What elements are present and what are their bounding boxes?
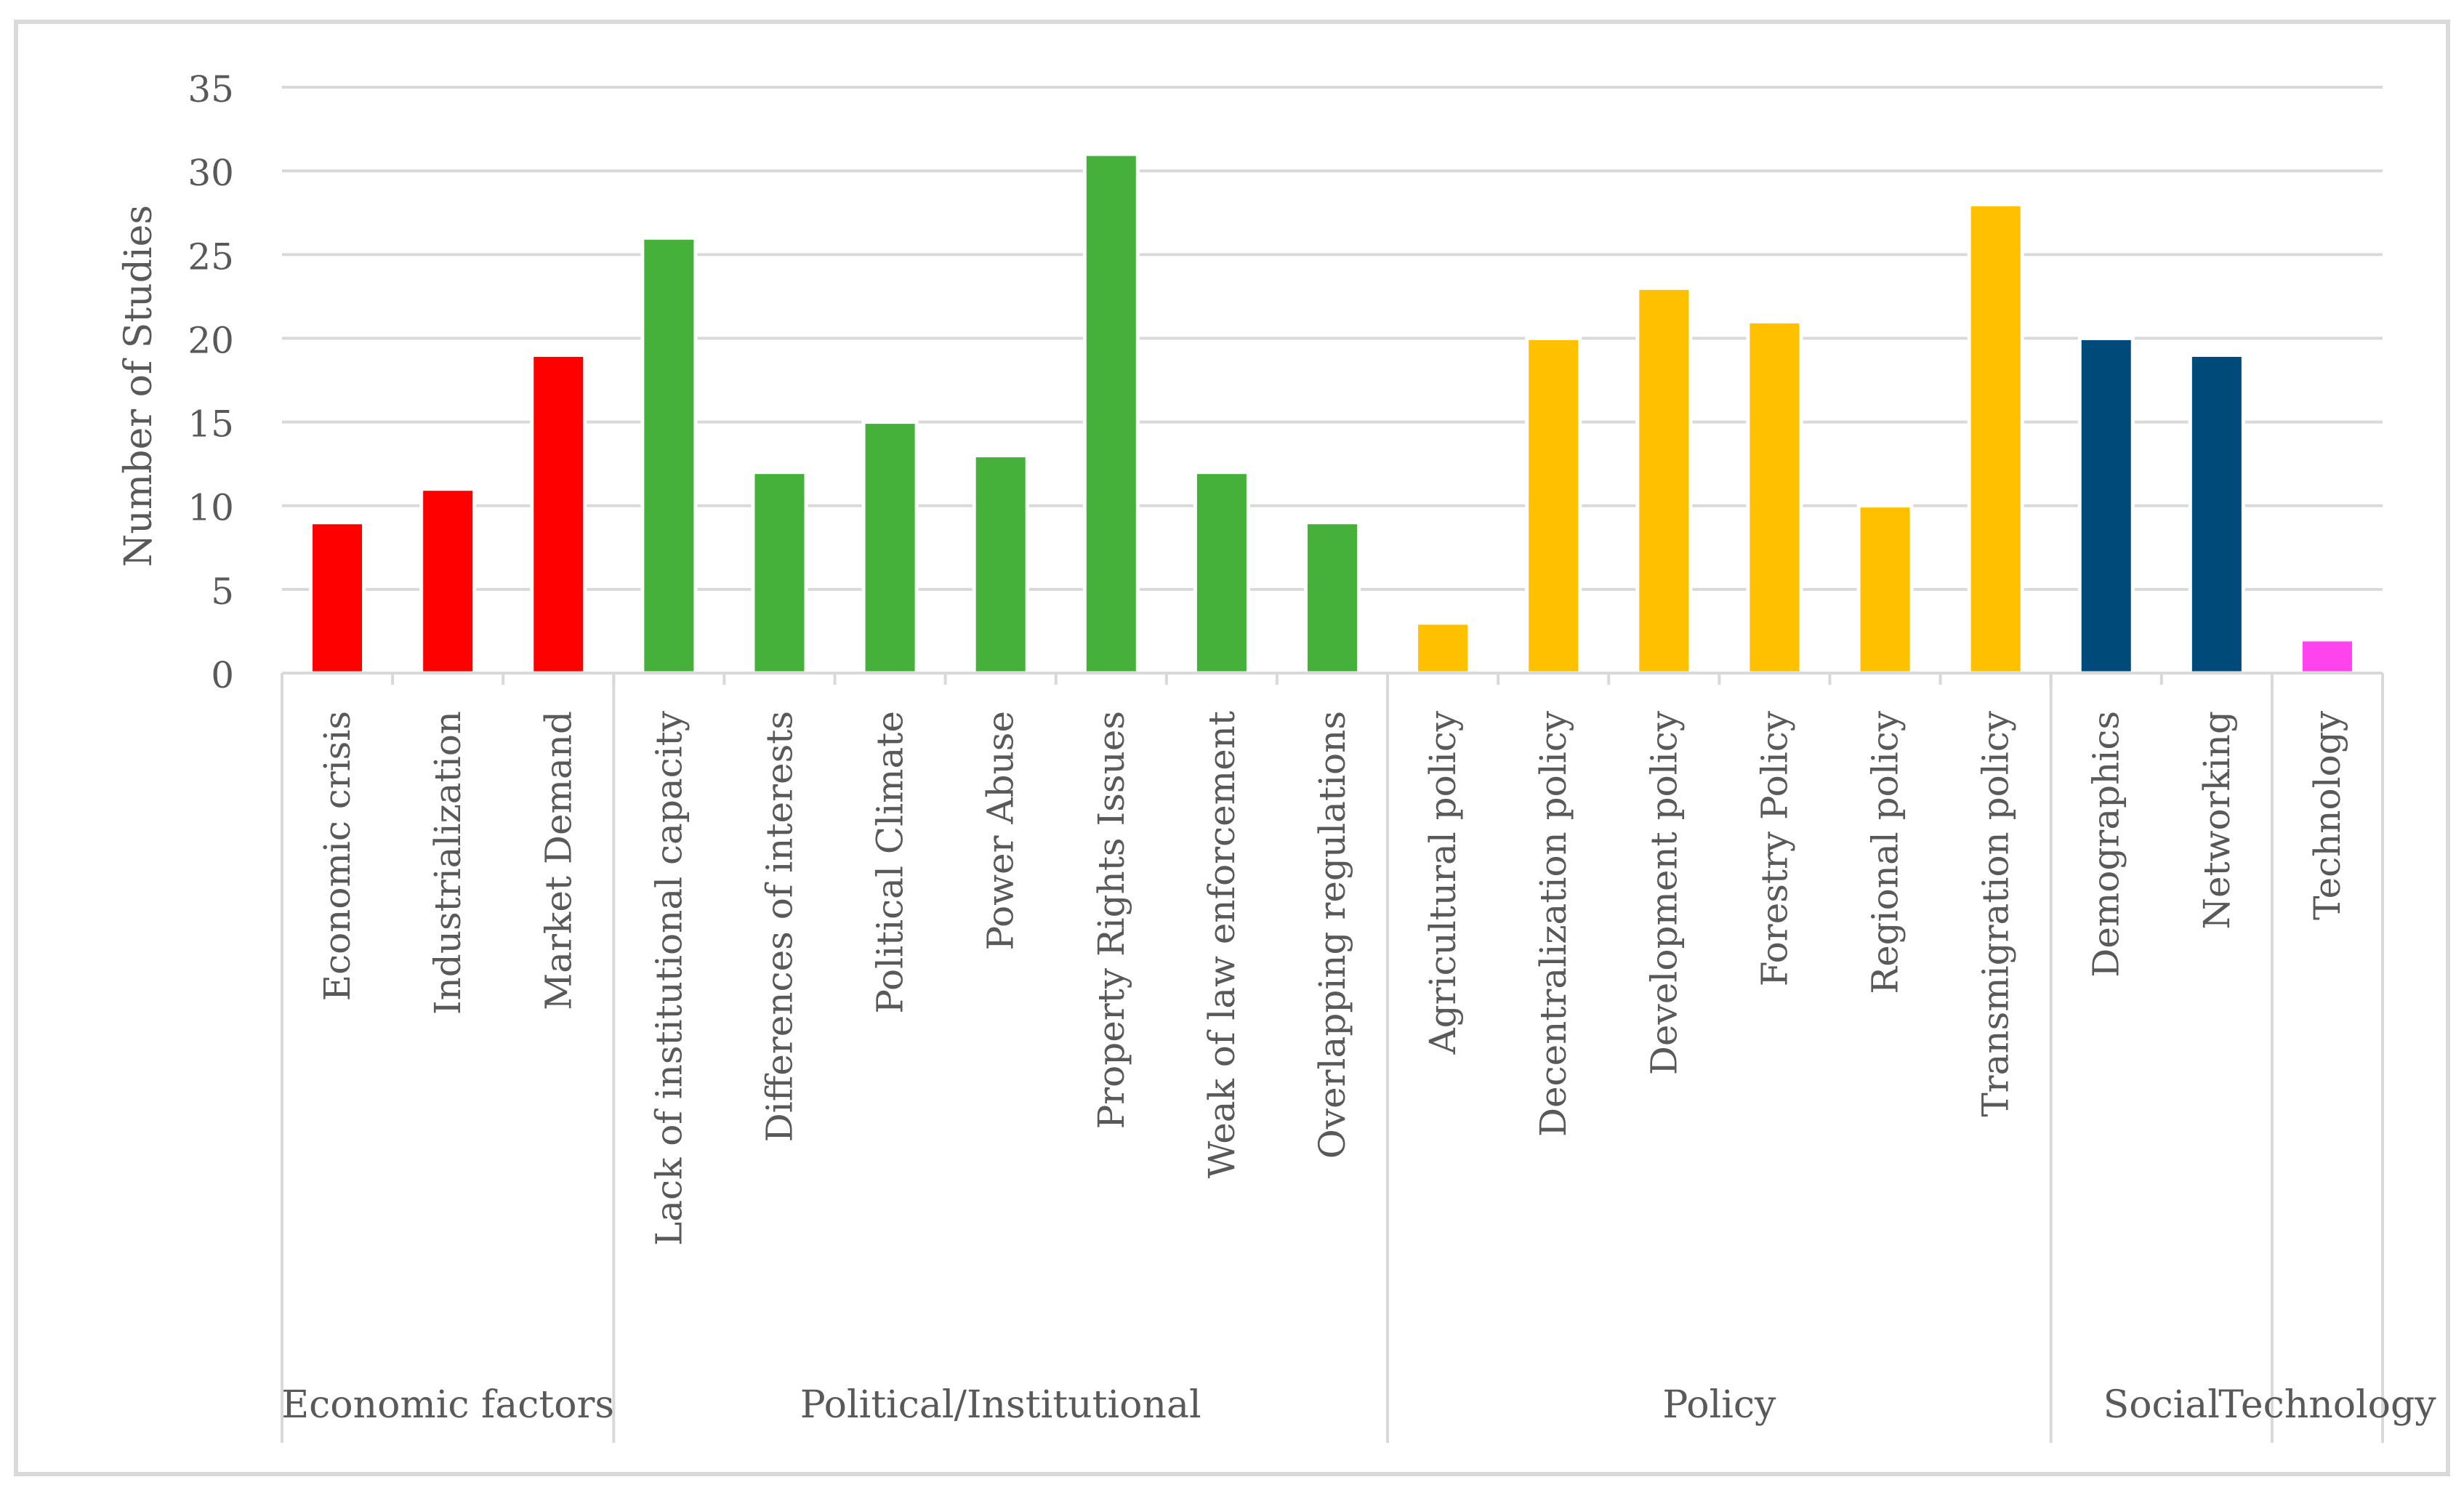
y-tick-label: 30 xyxy=(188,152,234,194)
y-tick-label: 20 xyxy=(188,319,234,361)
y-tick-label: 15 xyxy=(188,403,234,446)
bar xyxy=(1082,152,1140,675)
labels: 0 5 10 15 20 25 30 35 Number of Studies Economic … xyxy=(117,68,2436,1427)
category-label: Property Rights Issues xyxy=(1090,711,1132,1129)
category-label: Networking xyxy=(2196,711,2238,930)
bar xyxy=(2298,637,2356,675)
category-label: Overlapping regulations xyxy=(1311,711,1353,1159)
group-label: Political/Institutional xyxy=(800,1383,1201,1427)
bar xyxy=(861,420,919,675)
bar xyxy=(1525,336,1582,675)
bar xyxy=(309,520,366,675)
bar xyxy=(1856,504,1914,675)
bar xyxy=(972,454,1029,675)
group-label: Economic factors xyxy=(281,1383,614,1427)
category-label: Power Abuse xyxy=(980,711,1022,950)
category-label: Differences of interests xyxy=(758,711,800,1142)
bar xyxy=(1746,319,1803,675)
bar xyxy=(1967,202,2024,675)
bar xyxy=(1193,470,1250,675)
category-label: Agricultural policy xyxy=(1422,710,1464,1055)
y-tick-label: 10 xyxy=(188,487,234,529)
category-label: Industrialization xyxy=(427,711,469,1015)
bar xyxy=(2077,336,2135,675)
category-label: Regional policy xyxy=(1864,710,1907,994)
bar xyxy=(751,470,808,675)
bar xyxy=(419,487,477,675)
category-label: Forestry Policy xyxy=(1753,710,1795,986)
category-label: Decentralization policy xyxy=(1532,710,1574,1137)
bar xyxy=(1635,286,1693,675)
y-axis-title: Number of Studies xyxy=(117,205,161,567)
y-tick-label: 25 xyxy=(188,236,234,278)
chart-border xyxy=(14,20,2450,1476)
axes xyxy=(281,672,2384,1443)
group-label: Social xyxy=(2103,1383,2220,1427)
y-tick-label: 35 xyxy=(188,68,234,110)
category-label: Lack of institutional capacity xyxy=(648,710,690,1246)
bars xyxy=(309,152,2356,675)
group-label: Technology xyxy=(2218,1383,2436,1427)
bar xyxy=(1303,520,1361,675)
y-tick-label: 5 xyxy=(211,571,234,613)
category-label: Technology xyxy=(2306,710,2348,920)
bar xyxy=(530,353,587,675)
bar xyxy=(640,236,698,675)
category-label: Market Demand xyxy=(537,711,579,1010)
category-label: Weak of law enforcement xyxy=(1201,711,1243,1178)
y-tick-label: 0 xyxy=(211,654,234,696)
category-label: Demographics xyxy=(2085,711,2127,978)
category-label: Development policy xyxy=(1643,710,1685,1075)
category-label: Economic crisis xyxy=(316,711,358,1001)
bar xyxy=(1414,621,1472,675)
group-label: Policy xyxy=(1662,1383,1776,1427)
category-label: Political Climate xyxy=(869,711,911,1014)
category-label: Transmigration policy xyxy=(1975,710,2017,1116)
bar xyxy=(2188,353,2245,675)
gridlines xyxy=(282,86,2383,591)
